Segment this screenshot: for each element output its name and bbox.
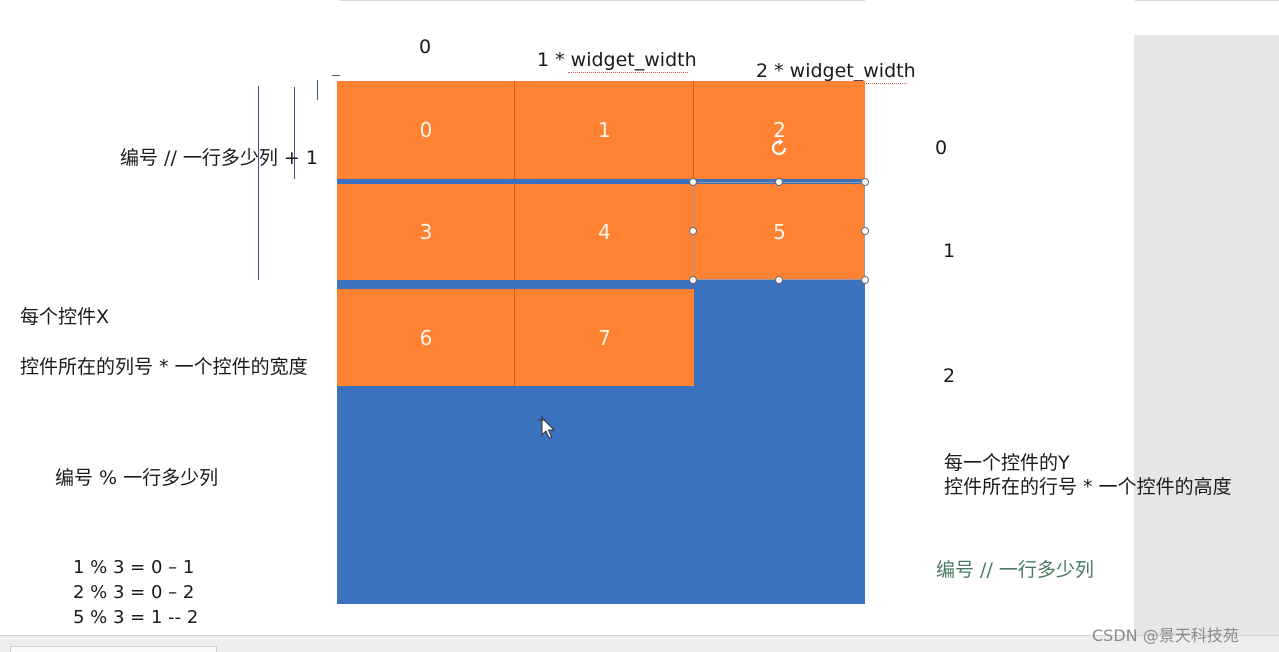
row-label-2: 2 (943, 365, 956, 387)
cell-divider (514, 289, 515, 386)
top-label-two-width: 2 * widget_width (756, 60, 916, 82)
grid-cell-0[interactable]: 0 (337, 81, 515, 179)
resize-handle[interactable] (689, 178, 697, 186)
cursor-line-3 (317, 80, 318, 100)
rotate-handle-icon[interactable] (768, 137, 790, 159)
squiggle-one (568, 70, 688, 73)
grid-cell-7[interactable]: 7 (515, 289, 694, 386)
y-title-note: 每一个控件的Y (944, 452, 1070, 474)
cursor-line-2 (294, 87, 295, 179)
resize-handle[interactable] (775, 276, 783, 284)
grid-cell-3[interactable]: 3 (337, 184, 515, 280)
grid-cell-6[interactable]: 6 (337, 289, 515, 386)
bottom-tab[interactable] (10, 646, 217, 652)
top-label-one-width: 1 * widget_width (537, 49, 697, 71)
x-desc-note: 控件所在的列号 * 一个控件的宽度 (20, 356, 308, 378)
resize-handle[interactable] (861, 227, 869, 235)
cell-divider (514, 184, 515, 280)
row-label-1: 1 (943, 240, 956, 262)
top-label-one-width-text: 1 * widget_width (537, 49, 697, 71)
example-line-2: 2 % 3 = 0 – 2 (73, 582, 195, 603)
example-line-3: 5 % 3 = 1 -- 2 (73, 607, 199, 628)
selection-box (693, 182, 865, 280)
top-label-two-width-text: 2 * widget_width (756, 60, 916, 82)
grid-cell-5[interactable]: 5 (694, 184, 865, 280)
top-border-line (340, 0, 865, 1)
small-dash-mark (332, 75, 340, 76)
cursor-line-1 (258, 86, 259, 280)
resize-handle[interactable] (861, 276, 869, 284)
row-formula-note: 编号 // 一行多少列 (936, 559, 1094, 581)
resize-handle[interactable] (689, 227, 697, 235)
col-formula-note: 编号 // 一行多少列 + 1 (120, 147, 318, 169)
example-line-1: 1 % 3 = 0 – 1 (73, 557, 195, 578)
resize-handle[interactable] (689, 276, 697, 284)
right-gray-panel (1134, 35, 1279, 635)
y-desc-note: 控件所在的行号 * 一个控件的高度 (944, 476, 1232, 498)
bottom-status-bar (0, 635, 1279, 652)
grid-cell-2[interactable]: 2 (694, 81, 865, 179)
watermark: CSDN @景天科技苑 (1092, 626, 1239, 645)
resize-handle[interactable] (775, 178, 783, 186)
top-label-zero: 0 (419, 36, 432, 58)
top-right-border-line (1135, 0, 1279, 1)
row-label-0: 0 (935, 137, 948, 159)
grid-cell-1[interactable]: 1 (515, 81, 694, 179)
resize-handle[interactable] (861, 178, 869, 186)
mouse-cursor-icon (538, 416, 556, 439)
x-title-note: 每个控件X (20, 306, 110, 328)
grid-cell-4[interactable]: 4 (515, 184, 694, 280)
cell-divider (693, 81, 694, 179)
mod-formula-note: 编号 % 一行多少列 (55, 467, 219, 489)
cell-divider (514, 81, 515, 179)
